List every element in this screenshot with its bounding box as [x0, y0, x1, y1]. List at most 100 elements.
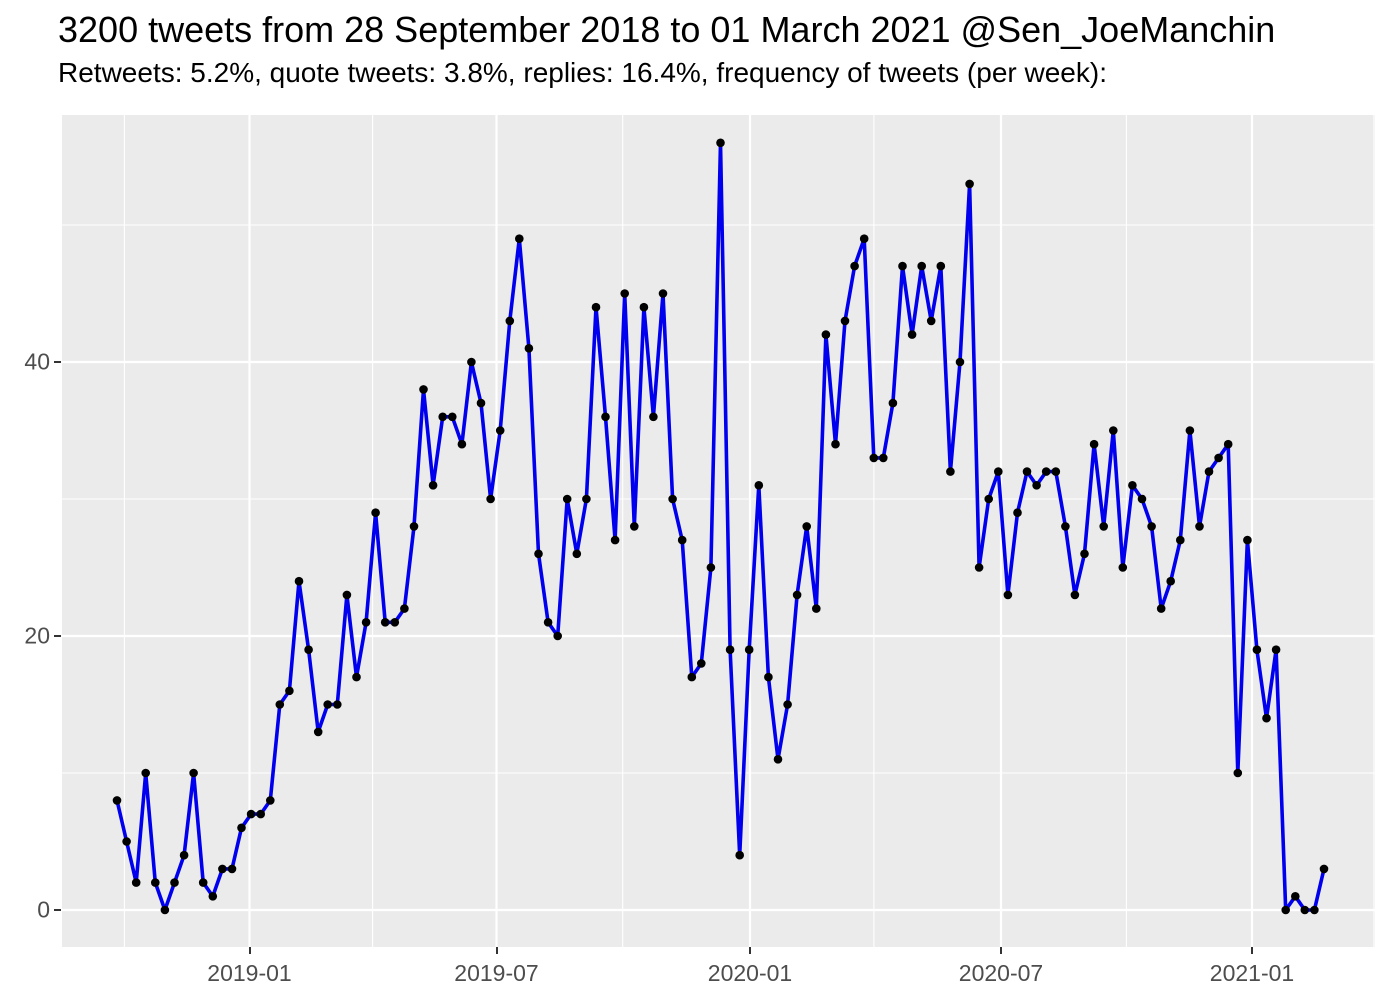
data-point	[428, 481, 438, 490]
x-tick-label: 2020-01	[707, 960, 793, 986]
data-point	[630, 522, 639, 531]
data-point	[697, 659, 706, 668]
data-point	[1166, 576, 1175, 586]
y-axis-tick	[54, 635, 61, 637]
data-point	[639, 302, 649, 312]
data-point	[1233, 768, 1243, 778]
data-point	[495, 426, 505, 435]
data-point	[1291, 892, 1300, 901]
data-point	[898, 261, 907, 271]
data-point	[1051, 467, 1061, 476]
chart-canvas	[62, 115, 1375, 947]
plot-panel	[62, 115, 1375, 947]
data-point	[994, 467, 1003, 476]
data-point	[1118, 563, 1128, 572]
data-point	[1061, 522, 1070, 531]
data-point	[601, 412, 610, 422]
data-point	[1022, 467, 1032, 476]
data-point	[850, 261, 859, 271]
data-point	[534, 549, 543, 559]
data-point	[1147, 522, 1156, 531]
data-point	[984, 494, 993, 504]
x-axis-tick	[495, 947, 498, 954]
data-point	[649, 412, 658, 422]
data-point	[141, 768, 150, 778]
data-point	[716, 138, 725, 148]
data-point	[467, 357, 476, 367]
data-point	[1214, 453, 1223, 463]
data-point	[831, 439, 840, 449]
data-point	[505, 316, 515, 326]
data-point	[256, 809, 265, 819]
data-point	[1195, 522, 1204, 531]
tweets-per-week-line	[115, 140, 1326, 912]
chart-title: 3200 tweets from 28 September 2018 to 01…	[58, 9, 1276, 50]
data-point	[380, 618, 390, 627]
data-point	[974, 563, 984, 572]
data-point	[189, 768, 198, 778]
data-point	[946, 467, 955, 476]
data-point	[668, 494, 677, 504]
data-point	[179, 850, 189, 860]
data-point	[773, 755, 783, 764]
data-point	[1013, 508, 1022, 517]
data-point	[151, 878, 160, 887]
data-point	[725, 645, 735, 654]
data-point	[1070, 590, 1080, 600]
data-point	[371, 508, 380, 517]
data-point	[965, 179, 974, 189]
data-point	[438, 412, 448, 422]
data-point	[735, 850, 744, 860]
data-point	[553, 631, 562, 641]
data-point	[361, 618, 371, 627]
data-point	[515, 234, 524, 243]
data-point	[448, 412, 457, 422]
data-point	[792, 590, 802, 600]
data-point	[610, 535, 620, 545]
data-point	[131, 878, 141, 887]
data-point	[955, 357, 965, 367]
data-point	[1003, 590, 1013, 600]
data-point	[457, 439, 467, 449]
data-point	[936, 261, 946, 271]
data-point	[352, 672, 361, 682]
data-point	[1204, 467, 1214, 476]
data-point	[1176, 535, 1185, 545]
y-tick-label: 20	[24, 622, 50, 649]
data-point	[1310, 905, 1319, 915]
data-point	[1300, 905, 1310, 915]
data-point	[840, 316, 850, 326]
data-point	[879, 453, 888, 463]
data-point	[1319, 864, 1329, 874]
data-point	[582, 494, 591, 504]
x-axis-tick	[1251, 947, 1253, 954]
data-point	[266, 796, 275, 805]
data-point	[1252, 645, 1262, 654]
y-axis-tick	[54, 909, 61, 911]
data-point	[1099, 522, 1108, 531]
data-point	[333, 700, 342, 709]
data-point	[859, 234, 869, 243]
data-point	[342, 590, 352, 600]
data-point	[323, 700, 333, 709]
data-point	[754, 481, 764, 490]
data-point	[218, 864, 227, 874]
data-point	[677, 535, 687, 545]
y-tick-label: 0	[37, 896, 50, 923]
data-point	[1128, 481, 1137, 490]
data-point	[112, 796, 122, 805]
data-point	[486, 494, 495, 504]
data-point	[400, 604, 409, 613]
x-axis-tick	[248, 947, 251, 954]
x-tick-label: 2019-01	[207, 960, 292, 986]
data-point	[1271, 645, 1281, 654]
data-point	[764, 672, 773, 682]
data-point	[170, 878, 179, 887]
data-point	[524, 344, 534, 353]
chart-subtitle: Retweets: 5.2%, quote tweets: 3.8%, repl…	[58, 57, 1107, 88]
data-point	[1089, 439, 1099, 449]
data-point	[1137, 494, 1147, 504]
data-point	[1223, 439, 1233, 449]
data-point	[812, 604, 821, 613]
data-point	[1281, 905, 1290, 915]
